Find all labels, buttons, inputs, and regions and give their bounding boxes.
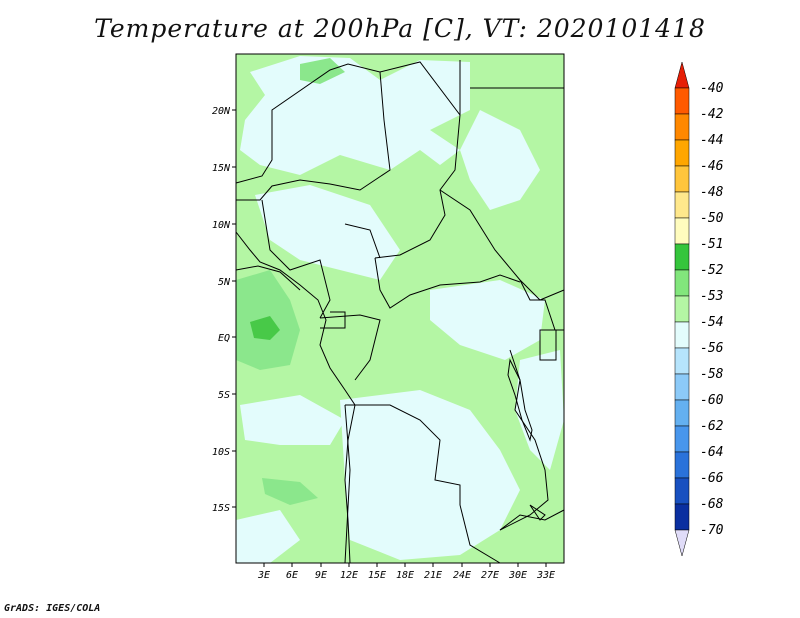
colorbar-segment [674,321,690,349]
colorbar-label-15: -64 [700,445,723,460]
colorbar-segment [674,451,690,479]
light-patch-northeast [460,110,540,210]
lat-label-15n: 15N [212,163,231,174]
colorbar-segment [674,347,690,375]
lat-label-15s: 15S [212,503,230,514]
colorbar-segment [674,139,690,167]
chart-title: Temperature at 200hPa [C], VT: 202010141… [94,14,706,43]
colorbar-segment [674,191,690,219]
colorbar-label-13: -60 [700,393,724,408]
colorbar-segment [674,477,690,505]
colorbar-segment [674,295,690,323]
colorbar-label-17: -68 [700,497,724,512]
colorbar-segments [674,87,690,531]
light-patch-south [340,390,520,560]
country-borders [235,60,565,564]
colorbar-label-10: -54 [700,315,723,330]
colorbar-label-16: -66 [700,471,724,486]
colorbar-label-1: -40 [700,81,724,96]
longitude-axis: 3E 6E 9E 12E 15E 18E 21E 24E 27E 30E 33E [257,563,555,581]
latitude-axis: 20N 15N 10N 5N EQ 5S 10S 15S [212,106,236,514]
colorbar-segment [674,399,690,427]
lon-label-18e: 18E [396,570,414,581]
colorbar-segment [674,217,690,245]
lon-label-33e: 33E [536,570,555,581]
mid-green-patch-south [262,478,318,505]
lat-label-5s: 5S [218,390,230,401]
lon-label-21e: 21E [424,570,442,581]
colorbar-label-18: -70 [700,523,724,538]
footer-credit: GrADS: IGES/COLA [4,603,101,614]
lon-label-6e: 6E [286,570,298,581]
lon-label-12e: 12E [340,570,358,581]
temperature-field [236,54,564,563]
light-patch-southeast [515,350,564,470]
lat-label-5n: 5N [218,277,231,288]
colorbar-segment [674,87,690,115]
mid-green-patch-north [300,58,345,84]
colorbar-label-6: -50 [700,211,724,226]
light-patch-east [430,280,545,360]
colorbar-label-11: -56 [700,341,724,356]
colorbar-label-12: -58 [700,367,724,382]
colorbar-label-5: -48 [700,185,724,200]
colorbar-segment [674,425,690,453]
colorbar-segment [674,165,690,193]
lat-label-eq: EQ [218,333,230,344]
colorbar-label-4: -46 [700,159,724,174]
lon-label-9e: 9E [315,570,327,581]
light-patch-north [240,56,470,175]
coastline [235,231,356,564]
map-frame [235,53,565,564]
light-patch-southwest [240,395,345,445]
colorbar-label-14: -62 [700,419,724,434]
colorbar-label-9: -53 [700,289,723,304]
lat-label-10n: 10N [212,220,231,231]
lat-label-20n: 20N [212,106,231,117]
colorbar-segment [674,373,690,401]
lon-label-30e: 30E [508,570,527,581]
colorbar-segment [674,243,690,271]
colorbar-label-8: -52 [700,263,724,278]
colorbar: -40 -42 -44 -46 -48 -50 -51 -52 -53 -54 … [674,61,724,557]
colorbar-segment [674,269,690,297]
light-patch-center [255,185,400,280]
lat-label-10s: 10S [212,447,230,458]
colorbar-label-3: -44 [700,133,723,148]
lon-label-27e: 27E [481,570,499,581]
colorbar-segment [674,503,690,531]
colorbar-top-arrow [674,61,690,89]
colorbar-label-7: -51 [700,237,723,252]
colorbar-segment [674,113,690,141]
light-patch-far-south [236,510,300,563]
colorbar-bottom-arrow [674,529,690,557]
lon-label-3e: 3E [257,570,270,581]
lon-label-15e: 15E [368,570,386,581]
lakes [507,329,557,521]
lon-label-24e: 24E [453,570,471,581]
dark-green-patch [250,316,280,340]
colorbar-label-2: -42 [700,107,724,122]
